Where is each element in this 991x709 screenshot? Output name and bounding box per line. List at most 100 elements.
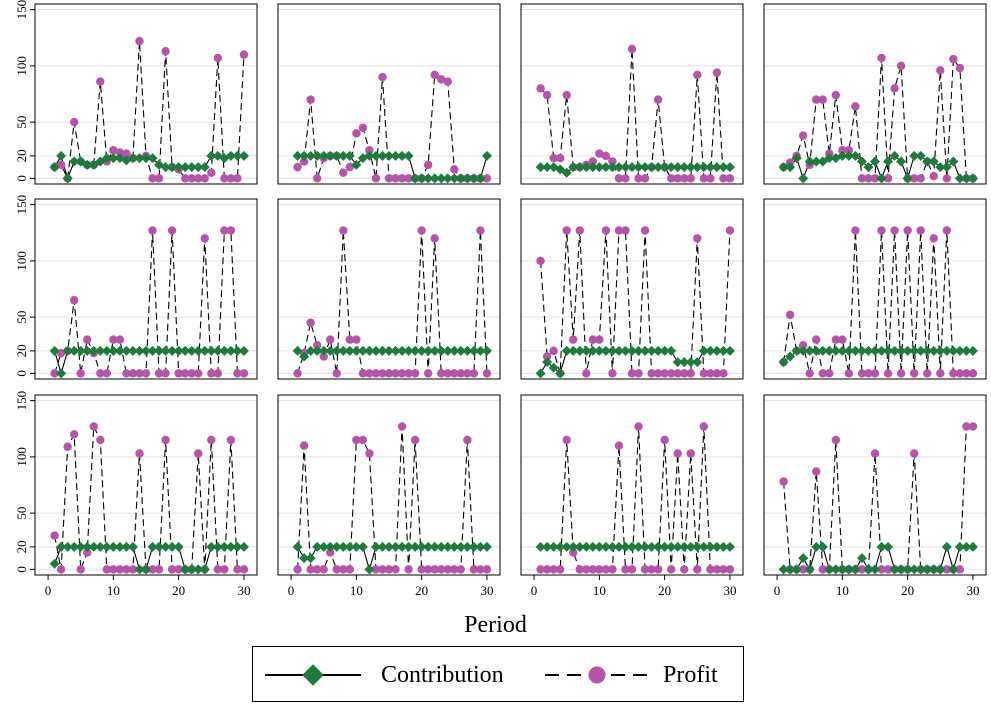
contribution-point [173,162,184,173]
y-tick-label: 0 [14,175,29,182]
profit-point [463,435,472,445]
legend-keys [265,664,649,686]
profit-point [233,174,242,183]
profit-point [365,146,374,155]
contribution-point [863,345,874,356]
contribution-point [180,345,191,356]
profit-point [233,369,242,378]
y-tick-label: 20 [14,540,29,553]
contribution-point [338,150,349,161]
contribution-point [219,345,230,356]
contribution-point [114,345,125,356]
contribution-point [870,564,880,575]
profit-point [174,565,183,574]
contribution-point [843,564,854,575]
profit-point [890,226,899,235]
contribution-point [377,345,388,356]
profit-point [239,369,249,378]
contribution-point [364,345,375,356]
contribution-point [954,345,965,356]
contribution-point [581,541,592,552]
contribution-point [403,541,414,552]
profit-point [482,369,492,378]
profit-point [378,565,387,574]
profit-point [798,565,808,574]
profit-point [443,369,452,378]
contribution-point [325,150,336,161]
profit-point [76,565,85,574]
profit-point [686,174,695,183]
profit-point [391,369,400,378]
x-tick-label: 10 [350,583,363,598]
contribution-point [75,345,86,356]
contribution-point [357,541,368,552]
profit-point [719,369,728,378]
profit-point [896,61,906,71]
profit-point [293,162,302,172]
contribution-point [88,345,99,356]
profit-point [968,369,978,378]
contribution-point [843,345,854,356]
panel-4 [763,3,987,185]
profit-point [148,174,157,183]
profit-point [647,565,656,574]
contribution-point [449,541,460,552]
contribution-point [121,541,132,552]
contribution-point [633,162,644,173]
contribution-point [724,345,735,356]
profit-point [719,565,728,574]
contribution-point [364,564,375,575]
contribution-point [364,150,375,161]
contribution-point [535,541,546,552]
contribution-point [481,541,492,552]
panel-frame [277,3,501,185]
y-tick-label: 150 [14,195,29,215]
contribution-point [423,541,434,552]
contribution-point [173,541,184,552]
profit-point [326,548,335,557]
panel-frame [34,198,258,380]
profit-point [148,565,157,574]
profit-point [627,44,637,54]
profit-point [608,157,617,166]
profit-point [352,435,361,445]
profit-point [818,95,827,104]
contribution-point [785,351,796,362]
profit-point [555,153,565,163]
contribution-point [922,564,933,575]
profit-point [220,226,229,235]
contribution-point [147,153,158,164]
profit-point [430,234,439,243]
profit-point [838,146,847,155]
profit-point [404,565,413,574]
profit-point [194,449,203,458]
contribution-point [574,541,585,552]
contribution-point [883,156,894,167]
profit-point [371,565,381,574]
profit-point [456,369,466,378]
contribution-point [462,345,473,356]
profit-point [896,369,906,378]
contribution-point [640,162,651,173]
contribution-point [785,564,796,575]
contribution-point [384,150,394,161]
contribution-point [199,345,210,356]
profit-point [640,226,650,235]
profit-point [226,174,236,183]
profit-point [365,449,374,458]
contribution-point [863,162,874,173]
y-tick-label: 0 [14,566,29,573]
profit-point [135,36,144,46]
profit-point [588,157,598,166]
profit-point [450,565,459,574]
x-tick-label: 20 [658,583,671,598]
contribution-point [212,345,223,356]
contribution-point [705,345,716,356]
profit-point [614,441,624,450]
contribution-point [653,345,664,356]
profit-point [306,565,315,574]
contribution-point [475,173,486,184]
profit-point [187,369,196,378]
contribution-point [429,173,440,184]
contribution-point [390,345,401,356]
